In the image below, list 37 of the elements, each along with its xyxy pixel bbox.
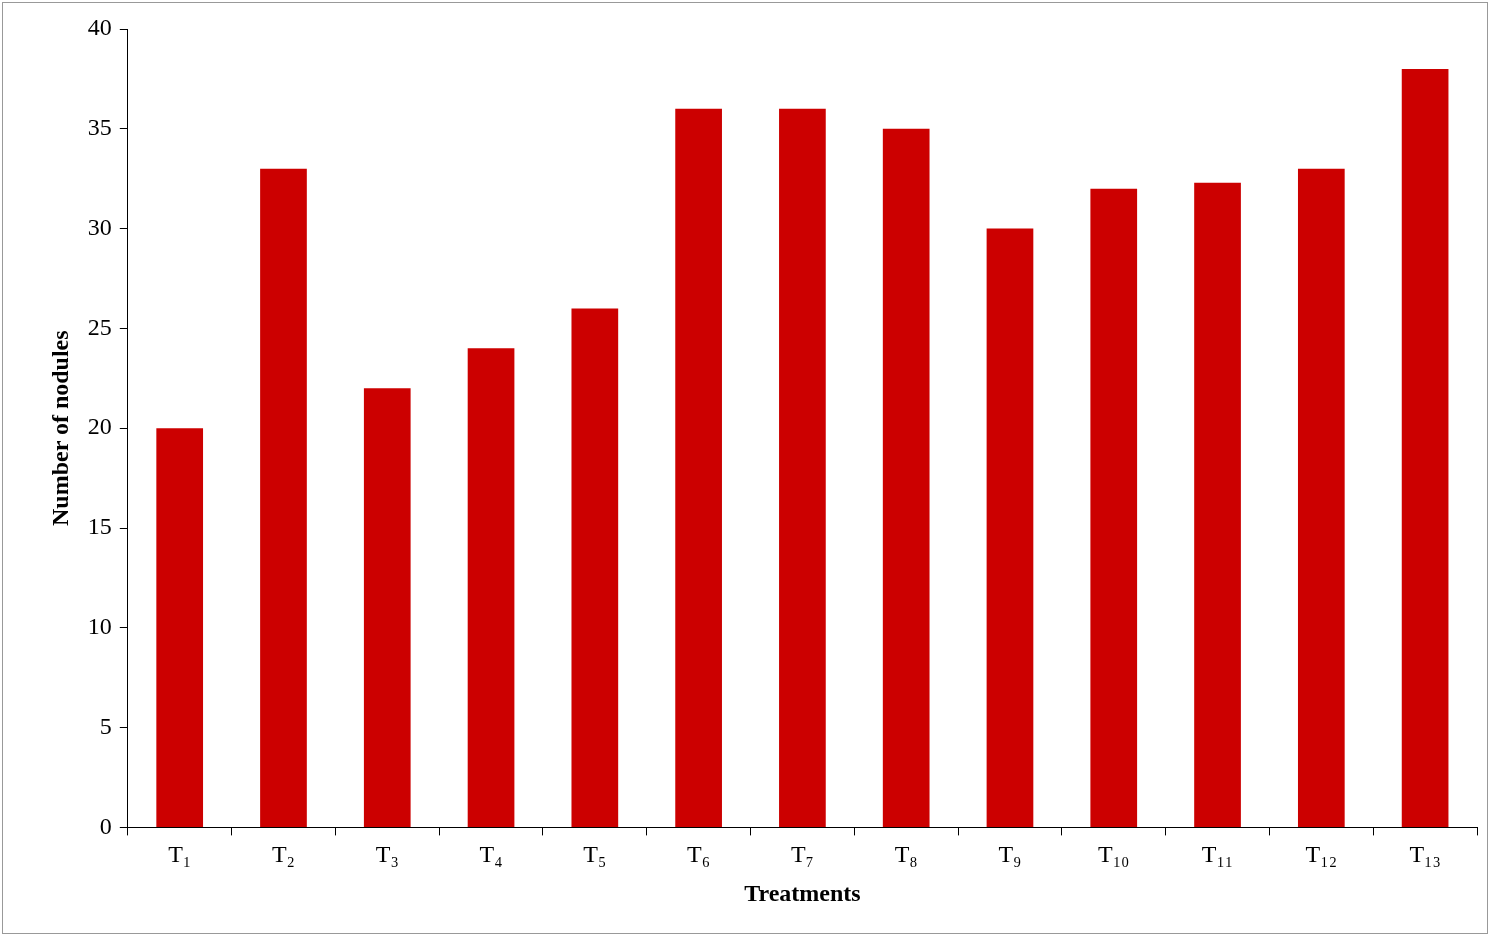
y-tick-label: 35 bbox=[87, 114, 112, 141]
x-tick-label: T₈ bbox=[894, 841, 918, 868]
y-tick-label: 30 bbox=[87, 213, 112, 240]
x-tick-label: T₄ bbox=[479, 841, 503, 868]
bar bbox=[1297, 168, 1345, 827]
y-tick-label: 15 bbox=[87, 513, 112, 540]
bar bbox=[467, 348, 515, 827]
y-tick-label: 10 bbox=[87, 613, 112, 640]
bar bbox=[363, 388, 411, 827]
x-tick-label: T₁₁ bbox=[1201, 841, 1234, 868]
bar bbox=[1090, 188, 1138, 827]
x-tick-label: T₂ bbox=[271, 841, 295, 868]
y-tick-label: 40 bbox=[87, 14, 112, 41]
y-tick-label: 0 bbox=[99, 812, 112, 839]
x-tick-label: T₁₃ bbox=[1409, 841, 1441, 868]
x-tick-label: T₁ bbox=[168, 841, 192, 868]
bar bbox=[1194, 182, 1241, 827]
x-tick-label: T₁₀ bbox=[1098, 841, 1130, 868]
x-tick-label: T₆ bbox=[687, 841, 711, 868]
x-tick-label: T₃ bbox=[375, 841, 399, 868]
y-tick-label: 25 bbox=[87, 313, 112, 340]
x-axis-title: Treatments bbox=[744, 879, 861, 906]
bar bbox=[156, 428, 204, 827]
y-tick-label: 5 bbox=[99, 712, 112, 739]
bar bbox=[882, 128, 930, 827]
x-tick-label: T₉ bbox=[998, 841, 1022, 868]
bar bbox=[779, 108, 826, 827]
x-tick-label: T₇ bbox=[790, 841, 814, 868]
y-axis-title: Number of nodules bbox=[46, 330, 73, 526]
bar bbox=[675, 108, 722, 827]
bar bbox=[260, 168, 307, 827]
x-tick-label: T₁₂ bbox=[1305, 841, 1338, 868]
bar bbox=[1401, 68, 1449, 827]
x-tick-label: T₅ bbox=[583, 841, 607, 868]
bar bbox=[571, 308, 619, 827]
y-tick-label: 20 bbox=[87, 413, 112, 440]
bar bbox=[986, 228, 1034, 827]
